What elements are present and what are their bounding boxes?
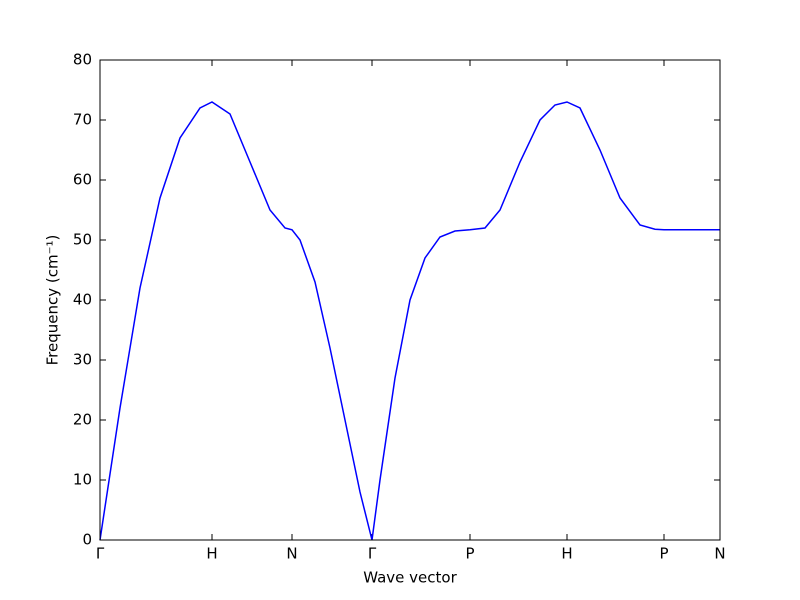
x-tick-label: H bbox=[561, 545, 572, 563]
x-tick-label: P bbox=[465, 545, 474, 563]
x-tick-label: Γ bbox=[368, 545, 377, 563]
y-tick-label: 80 bbox=[73, 51, 92, 69]
y-tick-label: 60 bbox=[73, 171, 92, 189]
series-line bbox=[99, 101, 720, 541]
y-tick-label: 70 bbox=[73, 111, 92, 129]
x-axis-label: Wave vector bbox=[363, 569, 457, 587]
x-tick-label: Γ bbox=[96, 545, 105, 563]
y-tick-label: 30 bbox=[73, 351, 92, 369]
y-tick-label: 0 bbox=[82, 531, 92, 549]
x-tick-label: H bbox=[206, 545, 217, 563]
x-tick-label: P bbox=[659, 545, 668, 563]
x-tick-label: N bbox=[286, 545, 297, 563]
y-tick-label: 40 bbox=[73, 291, 92, 309]
y-tick-label: 10 bbox=[73, 471, 92, 489]
y-axis-label: Frequency (cm⁻¹) bbox=[44, 235, 62, 366]
x-tick-label: N bbox=[714, 545, 725, 563]
y-tick-label: 50 bbox=[73, 231, 92, 249]
y-tick-label: 20 bbox=[73, 411, 92, 429]
plot-frame bbox=[99, 59, 721, 541]
